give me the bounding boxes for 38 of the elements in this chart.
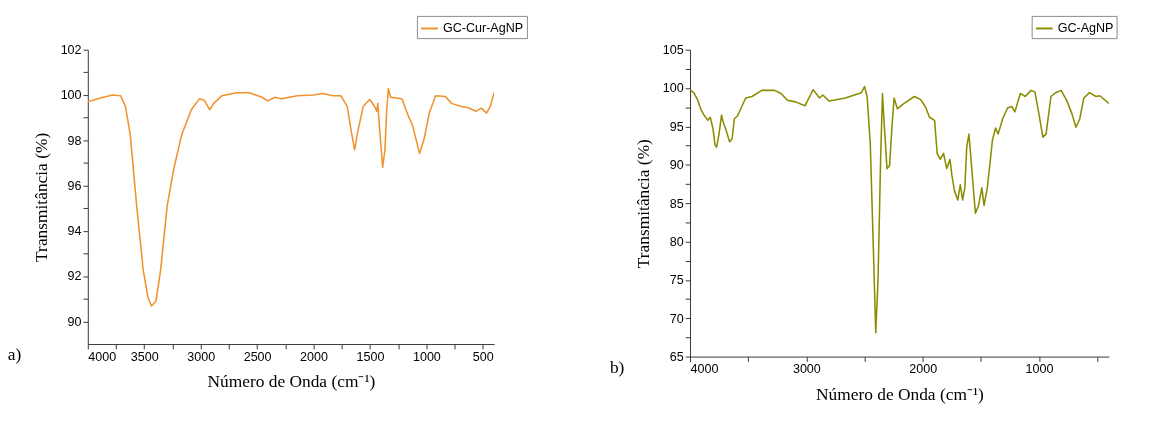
x-axis-title: Número de Onda (cm⁻¹)	[207, 372, 376, 392]
line-series	[87, 87, 495, 307]
y-tick-label: 92	[67, 269, 82, 284]
y-tick-label: 75	[669, 273, 684, 288]
x-tick-label: 2000	[300, 349, 328, 364]
y-tick-label: 102	[60, 43, 82, 58]
x-tick-label: 1000	[1025, 362, 1054, 377]
line-series	[690, 85, 1109, 334]
x-tick-label: 500	[472, 349, 494, 364]
text: b)	[609, 358, 625, 378]
y-tick-label: 90	[669, 158, 684, 173]
legend-label: GC-Cur-AgNP	[442, 21, 524, 36]
y-tick-label: 98	[67, 133, 82, 148]
y-axis-title: Transmitância (%)	[32, 132, 52, 262]
x-tick-label: 2000	[909, 362, 938, 377]
y-tick-label: 85	[669, 196, 684, 211]
y-tick-label: 95	[669, 119, 684, 134]
x-tick-label: 3000	[792, 362, 821, 377]
y-tick-label: 90	[67, 314, 82, 329]
x-tick-label: 1000	[412, 349, 441, 364]
y-tick-label: 96	[67, 178, 82, 193]
x-tick-label: 4000	[690, 362, 719, 377]
y-tick-label: 100	[60, 88, 82, 103]
x-tick-label: 1500	[356, 349, 385, 364]
x-tick-label: 4000	[88, 349, 117, 364]
x-tick-label: 2500	[243, 349, 272, 364]
x-tick-label: 3500	[130, 349, 159, 364]
y-tick-label: 80	[669, 234, 684, 249]
legend-label: GC-AgNP	[1057, 21, 1114, 36]
text: a)	[7, 345, 22, 365]
y-tick-label: 65	[669, 349, 684, 364]
y-tick-label: 100	[662, 81, 684, 96]
y-axis-title: Transmitância (%)	[634, 138, 654, 269]
x-axis-title: Número de Onda (cm⁻¹)	[816, 384, 985, 404]
y-tick-label: 94	[67, 224, 82, 239]
x-tick-label: 3000	[187, 349, 216, 364]
y-tick-label: 105	[662, 43, 684, 58]
y-tick-label: 70	[669, 311, 684, 326]
